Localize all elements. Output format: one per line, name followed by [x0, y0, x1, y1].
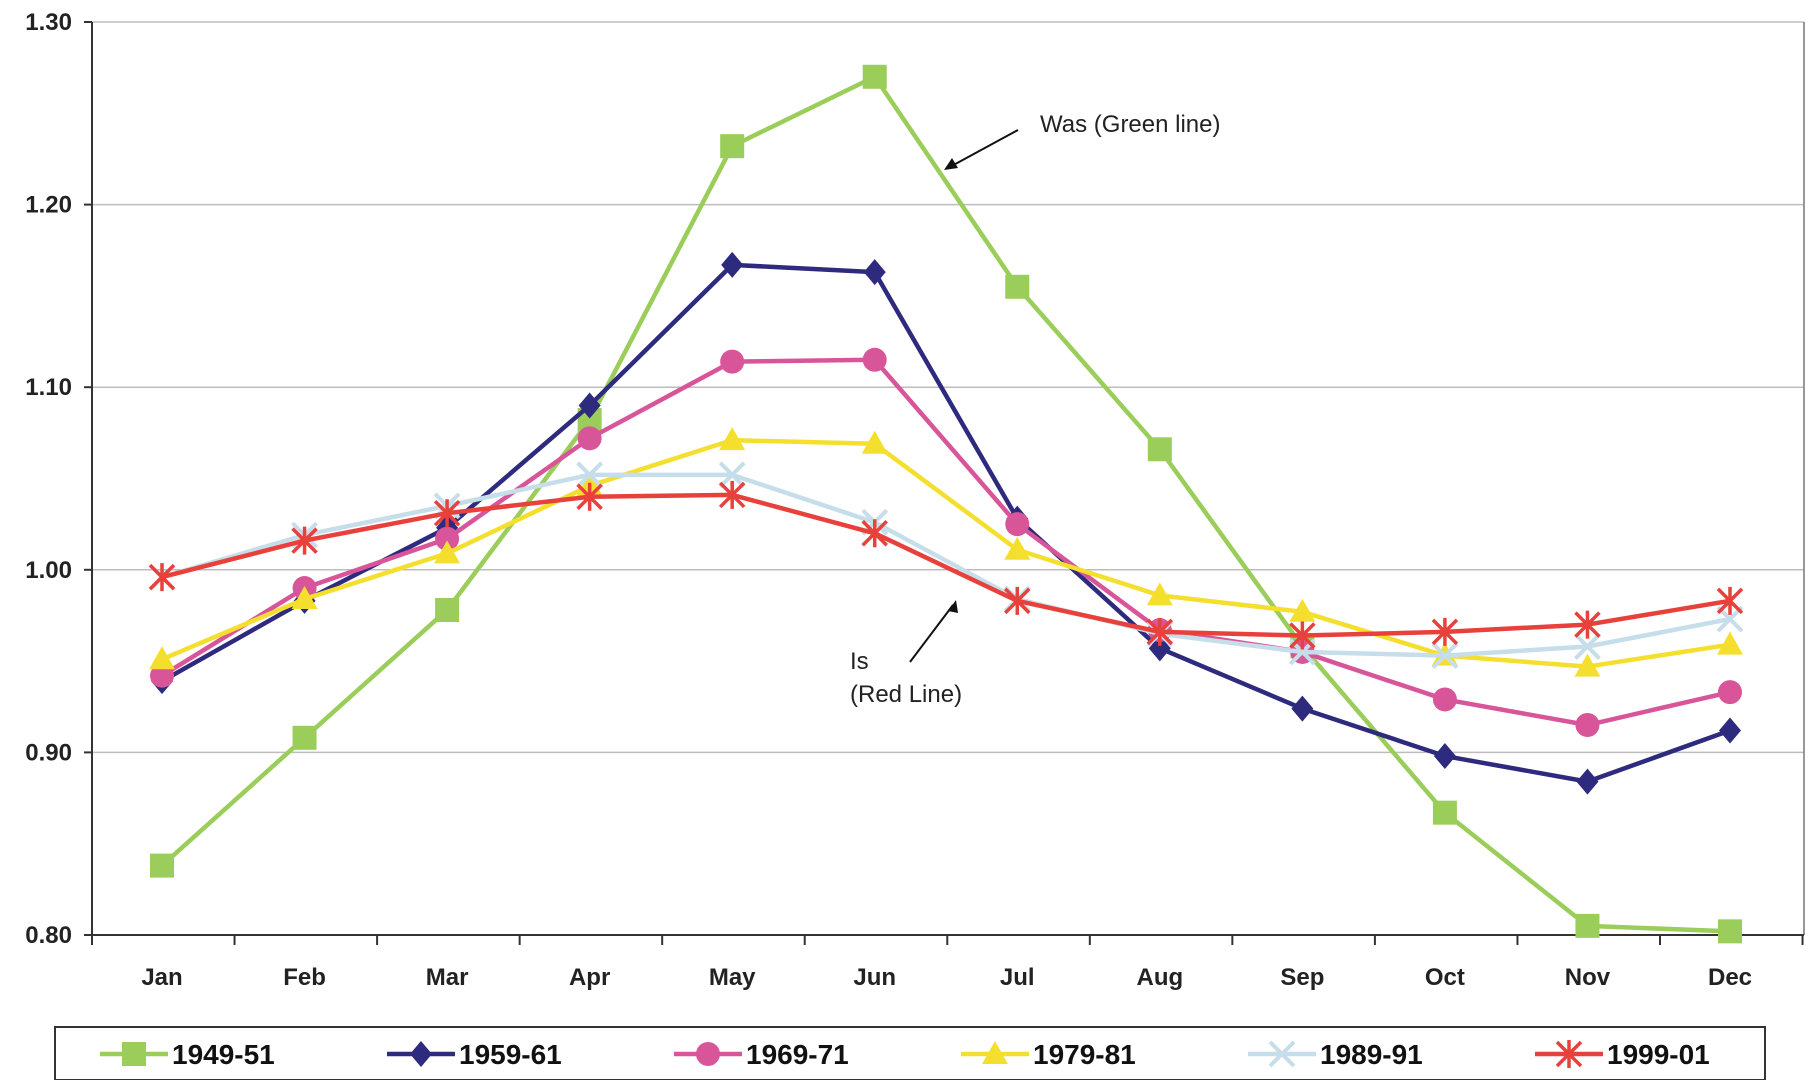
data-point: [1717, 632, 1743, 655]
data-point: [1434, 743, 1456, 769]
legend-label: 1959-61: [459, 1039, 562, 1070]
data-point: [1291, 696, 1313, 722]
data-point: [1575, 914, 1599, 938]
legend: 1949-51 1959-61 1969-71 1979-81 1989-91 1999-…: [55, 1027, 1765, 1080]
x-tick-label: Jun: [853, 964, 896, 991]
annotation-was: Was (Green line): [944, 111, 1221, 170]
annotation-is-arrowhead: [948, 600, 958, 613]
series-line: [162, 360, 1730, 725]
annotation-is-arrow: [910, 605, 953, 662]
legend-label: 1999-01: [1607, 1039, 1710, 1070]
data-point: [1718, 919, 1742, 943]
y-tick-label: 1.30: [25, 9, 72, 36]
data-point: [293, 726, 317, 750]
annotation-was-text: Was (Green line): [1040, 111, 1221, 138]
legend-box: [55, 1027, 1765, 1080]
data-point: [1575, 713, 1599, 737]
annotations: Was (Green line) Is (Red Line): [850, 111, 1221, 708]
data-point: [150, 854, 174, 878]
annotation-was-arrow: [948, 130, 1018, 168]
annotation-is-text-2: (Red Line): [850, 681, 962, 708]
series-1999-01: [150, 481, 1742, 650]
legend-item: 1949-51: [100, 1039, 275, 1070]
series-1969-71: [150, 348, 1742, 737]
y-tick-label: 1.10: [25, 374, 72, 401]
annotation-is-text-1: Is: [850, 648, 869, 675]
legend-marker: [122, 1042, 146, 1066]
y-tick-label: 1.00: [25, 557, 72, 584]
data-point: [578, 426, 602, 450]
grid-lines: [92, 22, 1804, 752]
data-point: [863, 348, 887, 372]
axes: 0.80 0.90 1.00 1.10 1.20 1.30 Jan Feb Mar Apr May J…: [25, 9, 1804, 991]
y-tick-label: 1.20: [25, 192, 72, 219]
x-tick-label: Jul: [1000, 964, 1035, 991]
data-point: [1433, 801, 1457, 825]
y-tick-label: 0.90: [25, 739, 72, 766]
x-tick-label: Jan: [141, 964, 182, 991]
legend-label: 1979-81: [1033, 1039, 1136, 1070]
data-point: [1005, 275, 1029, 299]
legend-label: 1949-51: [172, 1039, 275, 1070]
series-lines: [149, 65, 1743, 944]
x-tick-label: May: [709, 964, 756, 991]
data-point: [1148, 437, 1172, 461]
x-tick-label: Aug: [1136, 964, 1183, 991]
data-point: [1719, 717, 1741, 743]
x-tick-label: Mar: [426, 964, 469, 991]
legend-label: 1989-91: [1320, 1039, 1423, 1070]
x-tick-label: Nov: [1565, 964, 1611, 991]
data-point: [720, 350, 744, 374]
data-point: [1433, 687, 1457, 711]
data-point: [435, 598, 459, 622]
data-point: [1576, 769, 1598, 795]
series-1979-81: [149, 427, 1743, 676]
annotation-is: Is (Red Line): [850, 600, 962, 708]
y-tick-label: 0.80: [25, 922, 72, 949]
data-point: [720, 134, 744, 158]
legend-marker: [696, 1042, 720, 1066]
data-point: [1005, 512, 1029, 536]
series-1949-51: [150, 65, 1742, 944]
x-tick-label: Feb: [283, 964, 326, 991]
data-point: [863, 65, 887, 89]
x-tick-label: Dec: [1708, 964, 1752, 991]
x-tick-label: Sep: [1280, 964, 1324, 991]
x-tick-label: Apr: [569, 964, 610, 991]
x-tick-label: Oct: [1425, 964, 1465, 991]
legend-label: 1969-71: [746, 1039, 849, 1070]
data-point: [1718, 680, 1742, 704]
